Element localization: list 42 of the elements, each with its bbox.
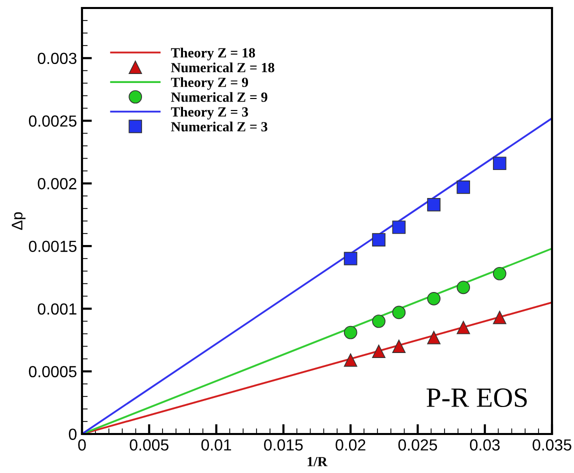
point	[492, 310, 506, 324]
y-tick-label: 0.0005	[28, 366, 76, 378]
point	[372, 314, 386, 328]
point	[372, 344, 386, 358]
legend-label: Numerical Z = 9	[171, 92, 268, 102]
point	[456, 180, 470, 194]
x-tick-label: 0.02	[336, 439, 366, 451]
annotation: P-R EOS	[426, 388, 527, 408]
point	[427, 198, 440, 212]
y-tick-label: 0.0015	[28, 240, 76, 252]
x-tick-label: 0.035	[532, 439, 572, 451]
point	[344, 326, 358, 340]
point	[392, 306, 406, 320]
legend-label: Theory Z = 3	[170, 106, 248, 120]
point	[392, 220, 406, 234]
legend-label: Theory Z = 18	[170, 48, 256, 60]
point	[456, 320, 470, 334]
x-tick-label: 0.01	[201, 439, 232, 451]
point	[344, 353, 358, 367]
point	[344, 252, 358, 266]
y-tick-label: 0.003	[38, 52, 76, 64]
y-tick-label: 0.001	[38, 303, 76, 315]
point	[492, 156, 506, 170]
x-tick-label: 0.03	[470, 439, 500, 451]
legend-label: Numerical Z = 18	[171, 62, 274, 72]
x-axis-title: 1/R	[308, 456, 328, 466]
x-tick-label: 0.025	[398, 439, 438, 451]
point	[372, 233, 386, 246]
point	[427, 292, 440, 306]
point	[392, 340, 406, 353]
y-axis-title: Δp	[12, 212, 26, 230]
point	[456, 280, 470, 294]
y-tick-label: 0.002	[38, 178, 76, 190]
x-tick-label: 0.005	[130, 439, 168, 451]
x-tick-label: 0.015	[264, 439, 303, 451]
y-tick-label: 0.0025	[28, 115, 76, 127]
y-tick-label: 0	[68, 428, 77, 440]
point	[427, 330, 440, 344]
legend-label: Numerical Z = 3	[171, 122, 268, 132]
x-tick-label: 0	[78, 439, 86, 451]
point	[492, 266, 506, 280]
legend-label: Theory Z = 9	[170, 77, 248, 90]
